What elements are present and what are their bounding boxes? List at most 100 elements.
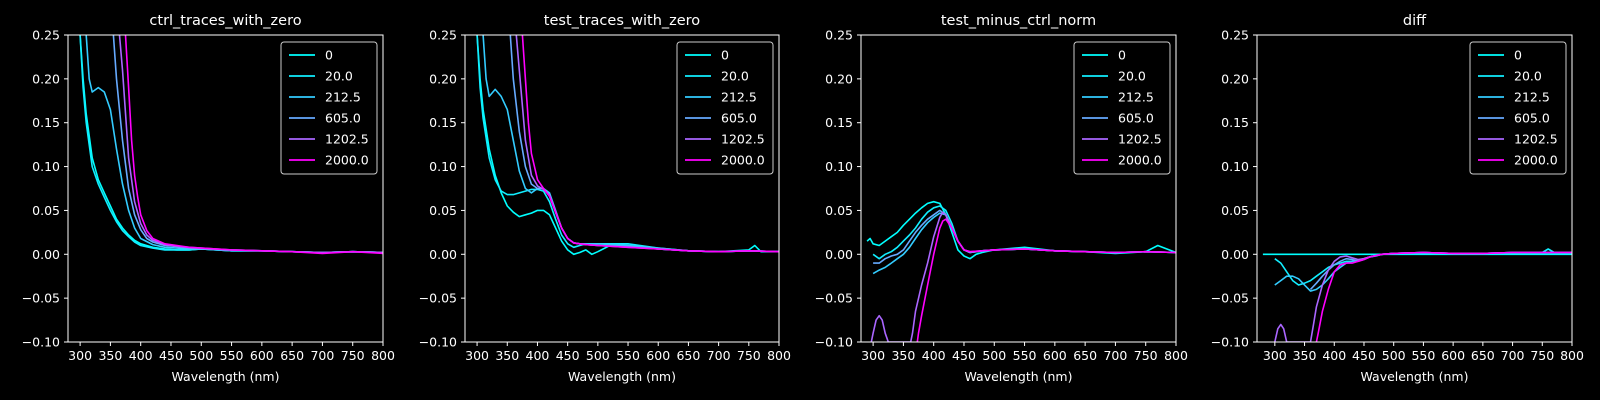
y-tick-label: −0.10 (419, 335, 457, 350)
series-line-2000.0 (521, 35, 779, 253)
panel-title: test_traces_with_zero (544, 13, 701, 29)
x-tick-label: 400 (129, 348, 153, 363)
legend-label: 2000.0 (1118, 153, 1162, 168)
y-tick-label: −0.05 (1211, 291, 1249, 306)
axes-frame (464, 34, 780, 343)
panel-title: ctrl_traces_with_zero (149, 13, 301, 29)
y-tick-label: 0.05 (32, 203, 60, 218)
legend-label: 605.0 (1514, 111, 1550, 126)
y-tick-label: 0.15 (825, 115, 853, 130)
y-tick-label: 0.10 (429, 159, 457, 174)
panel-title: diff (1403, 13, 1427, 29)
y-tick-label: 0.15 (1221, 115, 1249, 130)
x-tick-label: 650 (280, 348, 304, 363)
x-tick-label: 650 (676, 348, 700, 363)
panel-2: test_traces_with_zero 300 350 400 450 500 550 6… (419, 13, 791, 384)
x-tick-label: 700 (1501, 348, 1525, 363)
panel-4: diff 300 350 400 450 500 550 600 650 700 750 800 0.2… (1211, 13, 1584, 384)
x-tick-label: 550 (220, 348, 244, 363)
x-tick-label: 450 (159, 348, 183, 363)
x-tick-label: 400 (1322, 348, 1346, 363)
x-tick-label: 300 (68, 348, 92, 363)
y-tick-label: 0.05 (429, 203, 457, 218)
plot-area (866, 200, 1176, 342)
legend-box (1469, 41, 1567, 175)
y-tick-label: 0.00 (1221, 247, 1249, 262)
x-tick-label: 300 (861, 348, 885, 363)
x-tick-label: 700 (310, 348, 334, 363)
y-tick-label: −0.05 (419, 291, 457, 306)
legend-label: 1202.5 (721, 132, 765, 147)
series-line-605.0 (1309, 251, 1572, 290)
y-tick-label: 0.10 (825, 159, 853, 174)
y-tick-label: 0.20 (429, 71, 457, 86)
legend-label: 212.5 (1514, 90, 1550, 105)
legend-label: 1202.5 (325, 132, 369, 147)
x-tick-label: 800 (1560, 348, 1584, 363)
series-line-212.5 (1274, 251, 1572, 292)
legend-label: 2000.0 (325, 153, 369, 168)
x-tick-label: 350 (495, 348, 519, 363)
y-tick-label: 0.00 (32, 247, 60, 262)
x-tick-label: 600 (1043, 348, 1067, 363)
y-tick-label: 0.25 (825, 28, 853, 43)
legend: 0 20.0 212.5 605.0 1202.5 2000.0 (1073, 41, 1171, 175)
x-axis-label: Wavelength (nm) (965, 369, 1073, 384)
x-tick-label: 300 (465, 348, 489, 363)
legend-label: 605.0 (1118, 111, 1154, 126)
y-tick-label: −0.05 (815, 291, 853, 306)
series-line-605.0 (873, 209, 1176, 264)
x-tick-label: 800 (767, 348, 791, 363)
legend-label: 1202.5 (1514, 132, 1558, 147)
y-tick-label: 0.15 (32, 115, 60, 130)
y-tick-label: 0.20 (825, 71, 853, 86)
x-tick-label: 450 (556, 348, 580, 363)
legend-label: 20.0 (325, 69, 353, 84)
legend: 0 20.0 212.5 605.0 1202.5 2000.0 (676, 41, 774, 175)
x-tick-label: 500 (586, 348, 610, 363)
x-tick-label: 550 (1013, 348, 1037, 363)
x-tick-label: 600 (1441, 348, 1465, 363)
x-tick-label: 650 (1073, 348, 1097, 363)
series-line-20.0 (476, 35, 779, 253)
x-tick-label: 350 (1293, 348, 1317, 363)
axes-frame (860, 34, 1177, 343)
legend-label: 212.5 (325, 90, 361, 105)
y-tick-label: 0.20 (32, 71, 60, 86)
legend-label: 0 (1118, 48, 1126, 63)
x-tick-label: 450 (1352, 348, 1376, 363)
legend-box (1073, 41, 1171, 175)
x-axis-label: Wavelength (nm) (172, 369, 280, 384)
legend-label: 1202.5 (1118, 132, 1162, 147)
y-tick-label: 0.20 (1221, 71, 1249, 86)
legend: 0 20.0 212.5 605.0 1202.5 2000.0 (1469, 41, 1567, 175)
y-tick-label: −0.05 (22, 291, 60, 306)
axes-frame (67, 34, 384, 343)
x-tick-label: 450 (952, 348, 976, 363)
legend-label: 0 (325, 48, 333, 63)
panel-3: test_minus_ctrl_norm 300 350 400 450 500 550 60… (815, 13, 1188, 384)
x-tick-label: 400 (922, 348, 946, 363)
y-tick-label: −0.10 (22, 335, 60, 350)
x-tick-label: 700 (707, 348, 731, 363)
plot-area (1262, 248, 1572, 342)
legend-label: 212.5 (721, 90, 757, 105)
legend-box (280, 41, 378, 175)
x-tick-label: 800 (1164, 348, 1188, 363)
x-tick-label: 500 (982, 348, 1006, 363)
legend-label: 2000.0 (721, 153, 765, 168)
x-tick-label: 600 (646, 348, 670, 363)
plot-area (79, 35, 383, 255)
legend-label: 20.0 (1514, 69, 1542, 84)
x-tick-label: 750 (1530, 348, 1554, 363)
plot-area (476, 35, 779, 256)
legend-label: 0 (721, 48, 729, 63)
y-tick-label: 0.10 (32, 159, 60, 174)
x-tick-label: 300 (1263, 348, 1287, 363)
x-axis-label: Wavelength (nm) (568, 369, 676, 384)
x-tick-label: 500 (189, 348, 213, 363)
x-tick-label: 350 (891, 348, 915, 363)
legend-label: 20.0 (721, 69, 749, 84)
y-tick-label: −0.10 (815, 335, 853, 350)
